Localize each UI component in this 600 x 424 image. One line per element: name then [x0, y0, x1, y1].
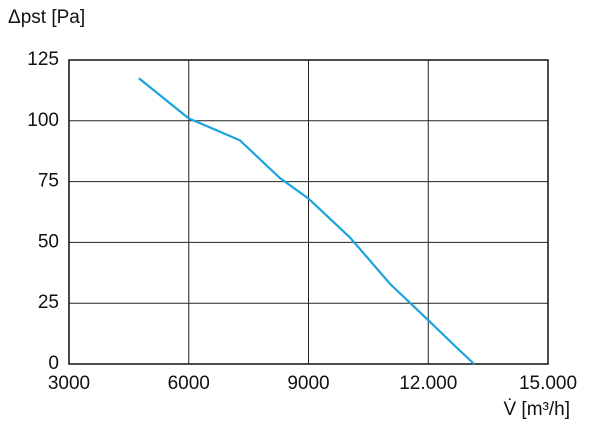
x-tick-label: 12.000: [399, 373, 457, 394]
x-tick-label: 6000: [168, 373, 210, 394]
y-tick-label: 50: [38, 231, 59, 252]
curve: [138, 77, 475, 365]
y-tick-label: 125: [27, 49, 59, 70]
x-axis-label: V̇ [m³/h]: [503, 399, 570, 420]
x-tick-label: 9000: [287, 373, 329, 394]
x-tick-label: 3000: [48, 373, 90, 394]
y-tick-label: 75: [38, 171, 59, 192]
x-tick-label: 15.000: [519, 373, 577, 394]
y-tick-label: 25: [38, 292, 59, 313]
y-tick-label: 0: [48, 353, 59, 374]
plot-frame: [68, 59, 549, 365]
y-axis-label: Δpst [Pa]: [8, 7, 85, 28]
y-tick-label: 100: [27, 110, 59, 131]
